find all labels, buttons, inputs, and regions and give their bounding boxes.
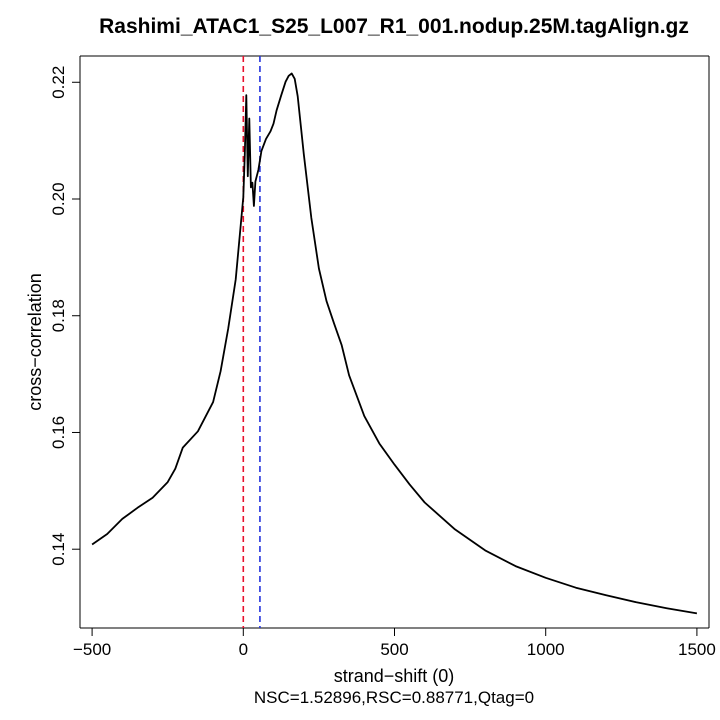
reference-lines bbox=[242, 56, 261, 628]
series-line bbox=[91, 72, 698, 615]
y-tick-label: 0.22 bbox=[49, 66, 68, 99]
y-tick-label: 0.20 bbox=[49, 182, 68, 215]
y-tick-label: 0.16 bbox=[49, 416, 68, 449]
y-axis-label: cross−correlation bbox=[25, 273, 45, 411]
y-tick-label: 0.14 bbox=[49, 533, 68, 566]
series-group bbox=[91, 72, 698, 615]
x-tick-label: 0 bbox=[239, 640, 248, 659]
chart-subtitle: NSC=1.52896,RSC=0.88771,Qtag=0 bbox=[254, 688, 534, 707]
x-axis: −500 0 500 1000 1500 bbox=[73, 628, 716, 659]
x-tick-label: 500 bbox=[380, 640, 408, 659]
x-axis-label: strand−shift (0) bbox=[334, 666, 455, 686]
plot-area bbox=[79, 55, 710, 629]
y-tick-label: 0.18 bbox=[49, 299, 68, 332]
x-tick-label: 1000 bbox=[527, 640, 565, 659]
x-tick-label: −500 bbox=[73, 640, 111, 659]
chart-title: Rashimi_ATAC1_S25_L007_R1_001.nodup.25M.… bbox=[99, 15, 689, 38]
y-axis: 0.14 0.16 0.18 0.20 0.22 bbox=[49, 66, 80, 566]
x-tick-label: 1500 bbox=[678, 640, 716, 659]
